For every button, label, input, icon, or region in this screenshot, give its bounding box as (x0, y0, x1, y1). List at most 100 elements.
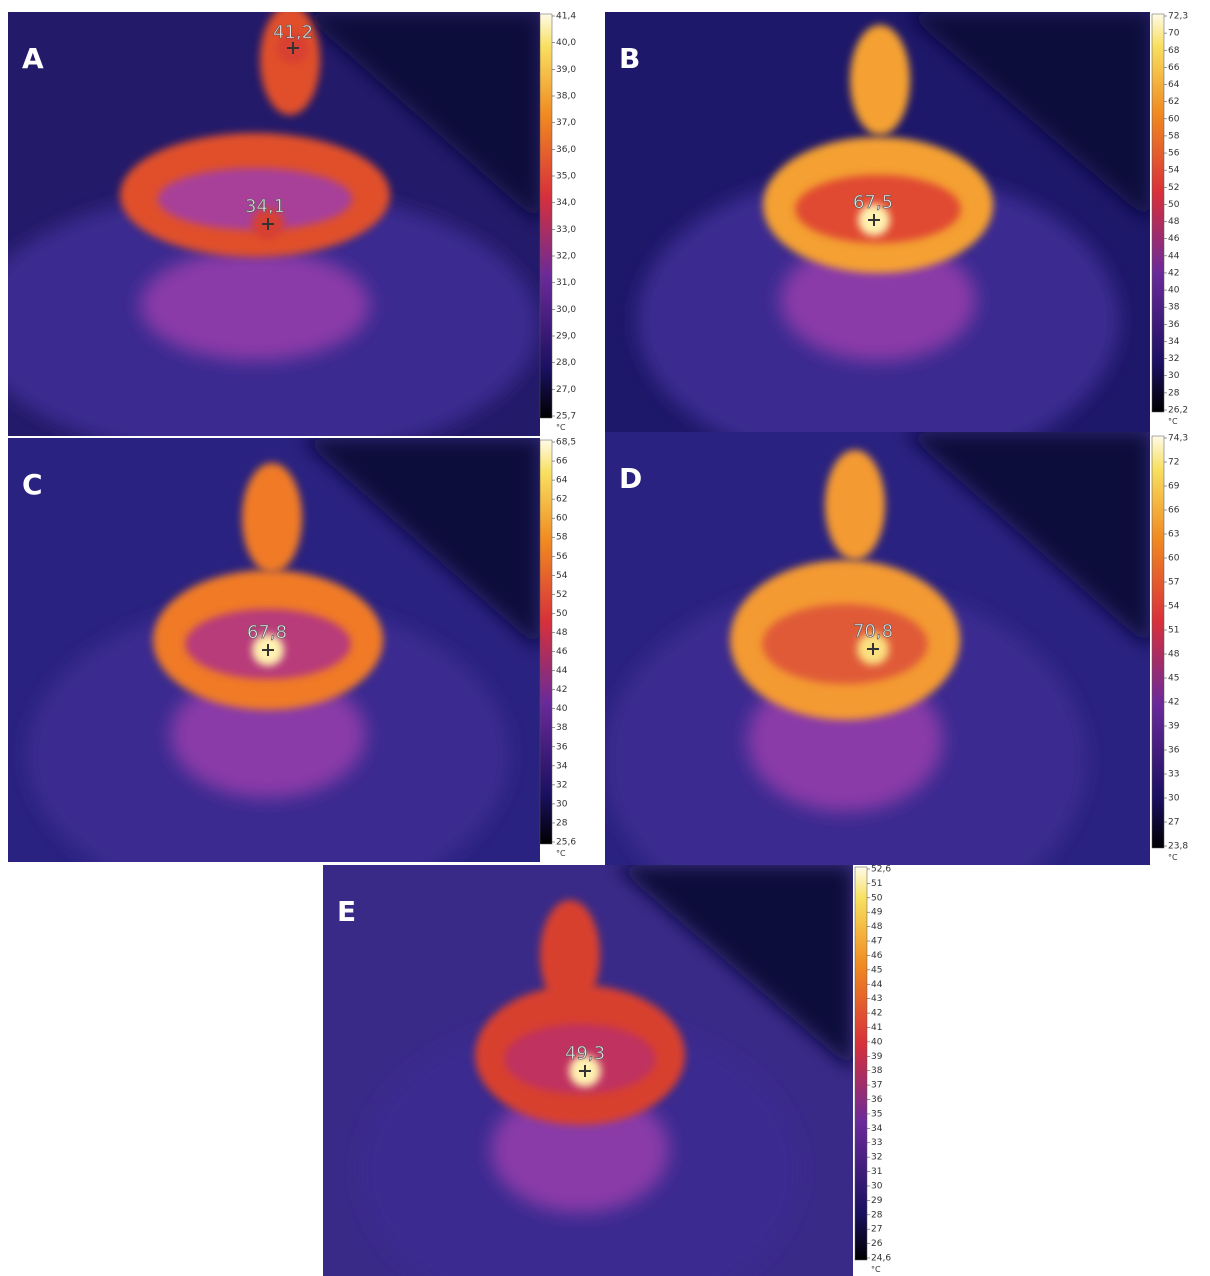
colorbar-label: 42 (556, 685, 567, 695)
colorbar-label: 72 (1168, 458, 1179, 468)
spot-temperature: 70,8 (853, 621, 893, 642)
colorbar-label: 40 (1168, 286, 1180, 296)
colorbar-label: 32 (556, 780, 567, 790)
panel-letter: D (619, 462, 642, 495)
colorbar-label: 64 (1168, 80, 1180, 90)
colorbar-label: 68,5 (556, 438, 576, 448)
colorbar-label: 54 (556, 571, 568, 581)
panel-letter: B (619, 42, 640, 75)
colorbar-label: 42 (1168, 268, 1179, 278)
colorbar-label: 30 (871, 1181, 883, 1191)
panel: 70,8D74,37269666360575451484542393633302… (604, 432, 1189, 936)
colorbar-label: 44 (871, 980, 883, 990)
neck (242, 463, 302, 573)
thermal-image (8, 438, 540, 909)
colorbar-label: 58 (1168, 131, 1180, 141)
colorbar-unit: °C (1168, 417, 1178, 426)
colorbar-label: 62 (556, 495, 567, 505)
colorbar-label: 52 (556, 590, 567, 600)
colorbar-label: 48 (1168, 217, 1180, 227)
colorbar-label: 62 (1168, 97, 1179, 107)
colorbar-label: 26,2 (1168, 406, 1188, 416)
colorbar-label: 28 (556, 818, 568, 828)
spot-temperature: 67,8 (247, 622, 287, 643)
colorbar-label: 48 (871, 922, 883, 932)
colorbar-label: 51 (1168, 626, 1179, 636)
colorbar-label: 30,0 (556, 305, 576, 315)
colorbar-label: 28 (871, 1210, 883, 1220)
colorbar-label: 33,0 (556, 225, 576, 235)
spot-temperature: 49,3 (565, 1043, 605, 1064)
colorbar-label: 30 (1168, 371, 1180, 381)
colorbar-label: 28 (1168, 388, 1180, 398)
colorbar-label: 64 (556, 476, 568, 486)
colorbar-label: 46 (1168, 234, 1180, 244)
colorbar-unit: °C (556, 423, 566, 432)
colorbar-label: 36,0 (556, 145, 576, 155)
colorbar-label: 68 (1168, 46, 1180, 56)
spot-temperature: 67,5 (853, 192, 893, 213)
colorbar-label: 56 (1168, 149, 1180, 159)
colorbar-label: 41,4 (556, 12, 576, 22)
colorbar-label: 28,0 (556, 358, 576, 368)
colorbar-label: 50 (1168, 200, 1180, 210)
colorbar-label: 30 (556, 799, 568, 809)
colorbar-label: 46 (556, 647, 568, 657)
colorbar-label: 27 (871, 1225, 882, 1235)
figure: 41,234,1A41,440,039,038,037,036,035,034,… (0, 0, 1210, 1276)
colorbar-label: 50 (871, 893, 883, 903)
colorbar-label: 40 (871, 1037, 883, 1047)
stand (140, 249, 370, 361)
colorbar-label: 52 (1168, 183, 1179, 193)
colorbar-label: 34 (556, 761, 568, 771)
colorbar-unit: °C (871, 1265, 881, 1274)
colorbar (1152, 14, 1164, 412)
colorbar (540, 440, 552, 844)
thermal-image (604, 432, 1151, 936)
colorbar-label: 60 (1168, 114, 1180, 124)
colorbar-label: 29,0 (556, 332, 576, 342)
colorbar-label: 43 (871, 994, 882, 1004)
colorbar-label: 34 (871, 1124, 883, 1134)
colorbar-unit: °C (556, 849, 566, 858)
colorbar-label: 37,0 (556, 118, 576, 128)
colorbar-label: 41 (871, 1023, 882, 1033)
pot-inner (762, 604, 928, 684)
colorbar-label: 40,0 (556, 38, 576, 48)
colorbar-label: 29 (871, 1196, 883, 1206)
colorbar-label: 36 (556, 742, 568, 752)
colorbar-label: 44 (556, 666, 568, 676)
colorbar-label: 38 (1168, 303, 1180, 313)
colorbar-label: 24,6 (871, 1254, 891, 1264)
colorbar-unit: °C (1168, 853, 1178, 862)
colorbar-label: 48 (556, 628, 568, 638)
panel-letter: A (22, 42, 44, 75)
colorbar-label: 72,3 (1168, 12, 1188, 22)
colorbar-label: 66 (1168, 506, 1180, 516)
colorbar-label: 40 (556, 704, 568, 714)
thermal-image (0, 5, 540, 461)
colorbar-label: 54 (1168, 602, 1180, 612)
colorbar-label: 36 (1168, 746, 1180, 756)
panel-letter: E (337, 895, 356, 928)
colorbar-label: 31 (871, 1167, 882, 1177)
colorbar-label: 45 (1168, 674, 1179, 684)
colorbar-label: 39,0 (556, 65, 576, 75)
colorbar-label: 25,7 (556, 412, 576, 422)
colorbar-label: 48 (1168, 650, 1180, 660)
panel: 67,5B72,37068666462605856545250484644424… (605, 12, 1188, 470)
colorbar-label: 60 (556, 514, 568, 524)
colorbar (855, 867, 867, 1260)
colorbar-label: 36 (1168, 320, 1180, 330)
colorbar-label: 56 (556, 552, 568, 562)
colorbar-label: 69 (1168, 482, 1180, 492)
colorbar-label: 27 (1168, 818, 1179, 828)
colorbar-label: 49 (871, 908, 883, 918)
colorbar-label: 39 (871, 1052, 883, 1062)
colorbar-label: 42 (871, 1009, 882, 1019)
colorbar-label: 32,0 (556, 252, 576, 262)
colorbar-label: 38,0 (556, 92, 576, 102)
colorbar-label: 45 (871, 965, 882, 975)
colorbar-label: 35,0 (556, 172, 576, 182)
colorbar (1152, 436, 1164, 848)
